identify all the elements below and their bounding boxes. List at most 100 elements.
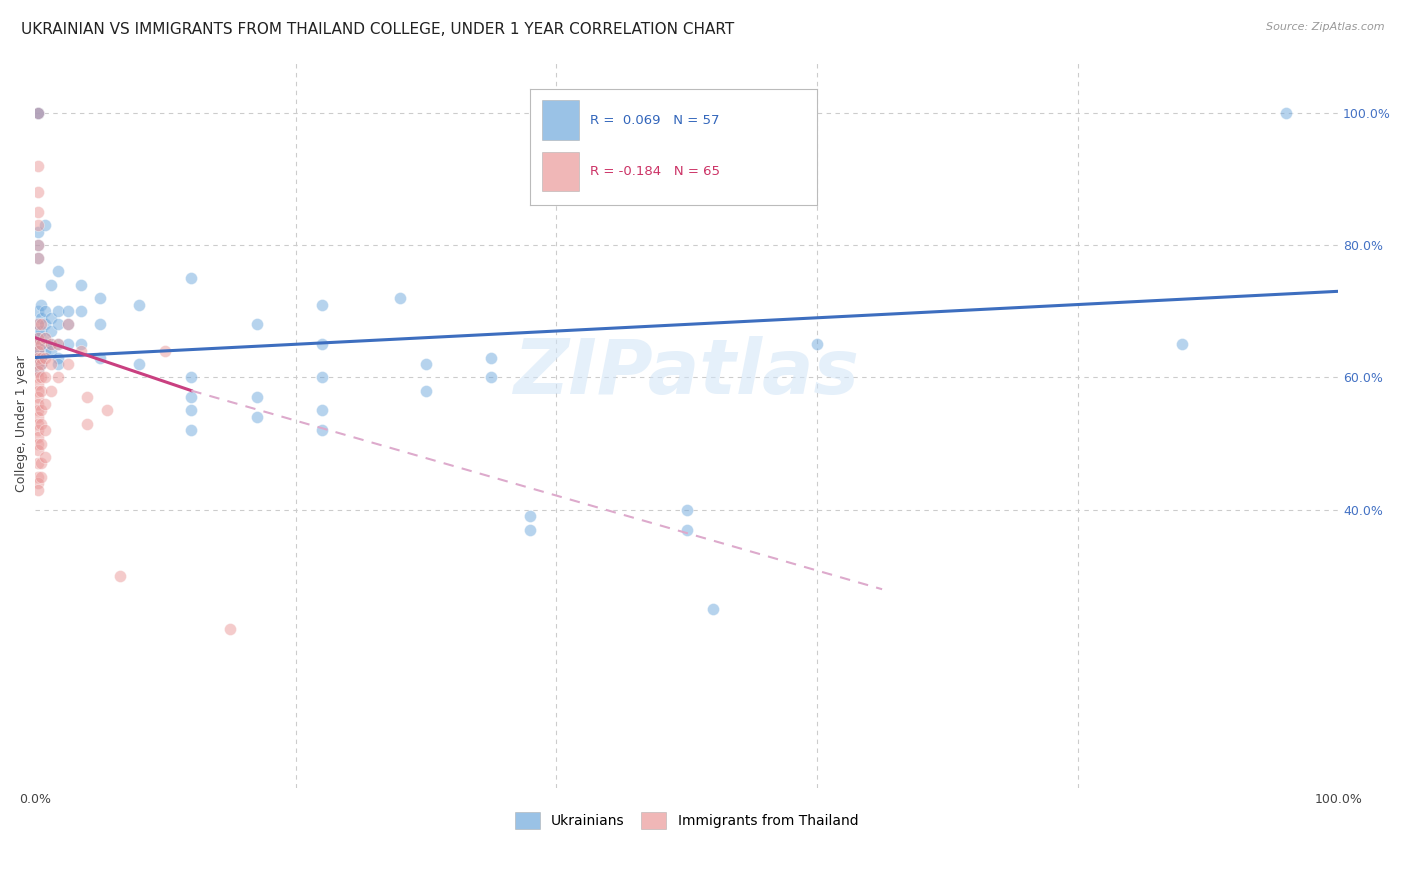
Point <box>27 251 49 265</box>
Point <box>128 297 150 311</box>
Point <box>48 337 70 351</box>
Point <box>39 337 62 351</box>
Point <box>27 423 49 437</box>
Point <box>56 318 79 332</box>
Point <box>27 469 49 483</box>
Point <box>27 476 49 491</box>
Point <box>27 457 49 471</box>
Point <box>27 105 49 120</box>
Point <box>48 337 70 351</box>
Point <box>89 318 111 332</box>
Point <box>27 105 49 120</box>
Point <box>69 343 91 358</box>
Point <box>34 450 56 464</box>
Point <box>27 318 49 332</box>
Point <box>30 310 52 325</box>
Point <box>311 297 333 311</box>
Text: UKRAINIAN VS IMMIGRANTS FROM THAILAND COLLEGE, UNDER 1 YEAR CORRELATION CHART: UKRAINIAN VS IMMIGRANTS FROM THAILAND CO… <box>21 22 734 37</box>
Point <box>311 337 333 351</box>
Point <box>30 384 52 398</box>
Text: Source: ZipAtlas.com: Source: ZipAtlas.com <box>1267 22 1385 32</box>
Point <box>30 297 52 311</box>
Point <box>27 343 49 358</box>
Point <box>27 337 49 351</box>
Point <box>27 105 49 120</box>
Point <box>27 238 49 252</box>
Point <box>34 397 56 411</box>
Point <box>69 304 91 318</box>
Point <box>388 291 411 305</box>
Point <box>56 337 79 351</box>
Point <box>30 324 52 338</box>
Point <box>675 523 697 537</box>
Point <box>27 304 49 318</box>
Point <box>30 351 52 365</box>
Point <box>30 403 52 417</box>
Point <box>27 417 49 431</box>
Point <box>48 370 70 384</box>
Point <box>27 331 49 345</box>
Point <box>56 357 79 371</box>
Point <box>39 337 62 351</box>
Point <box>219 622 242 636</box>
Point <box>34 218 56 232</box>
Point <box>27 351 49 365</box>
Point <box>27 357 49 371</box>
Point <box>27 205 49 219</box>
Point <box>27 483 49 497</box>
Point <box>48 264 70 278</box>
Point <box>48 304 70 318</box>
Point <box>34 423 56 437</box>
Point <box>27 410 49 425</box>
Y-axis label: College, Under 1 year: College, Under 1 year <box>15 355 28 492</box>
Point <box>34 318 56 332</box>
Point <box>27 238 49 252</box>
Point <box>76 390 98 404</box>
Point <box>89 351 111 365</box>
Point <box>180 390 202 404</box>
Point <box>30 337 52 351</box>
Point <box>27 364 49 378</box>
Point <box>27 364 49 378</box>
Point <box>311 370 333 384</box>
Point <box>56 304 79 318</box>
Point <box>27 324 49 338</box>
Point <box>27 337 49 351</box>
Point <box>806 337 828 351</box>
Point <box>27 403 49 417</box>
Point <box>245 410 267 425</box>
Point <box>245 318 267 332</box>
Point <box>27 370 49 384</box>
Point <box>34 370 56 384</box>
Point <box>27 343 49 358</box>
Point <box>128 357 150 371</box>
Point <box>27 105 49 120</box>
Point <box>155 343 177 358</box>
Point <box>34 304 56 318</box>
Point <box>27 185 49 199</box>
Point <box>702 602 724 616</box>
Point <box>27 159 49 173</box>
Point <box>415 384 437 398</box>
Point <box>108 569 131 583</box>
Point <box>48 357 70 371</box>
Point <box>519 523 541 537</box>
Point <box>27 331 49 345</box>
Point <box>27 343 49 358</box>
Point <box>479 351 502 365</box>
Point <box>27 251 49 265</box>
Point <box>180 370 202 384</box>
Point <box>311 403 333 417</box>
Point <box>39 384 62 398</box>
Point <box>27 218 49 232</box>
Point <box>479 370 502 384</box>
Point <box>519 509 541 524</box>
Point <box>34 343 56 358</box>
Point <box>34 337 56 351</box>
Point <box>27 443 49 458</box>
Point <box>27 384 49 398</box>
Point <box>27 357 49 371</box>
Point <box>30 357 52 371</box>
Point <box>39 324 62 338</box>
Point <box>39 357 62 371</box>
